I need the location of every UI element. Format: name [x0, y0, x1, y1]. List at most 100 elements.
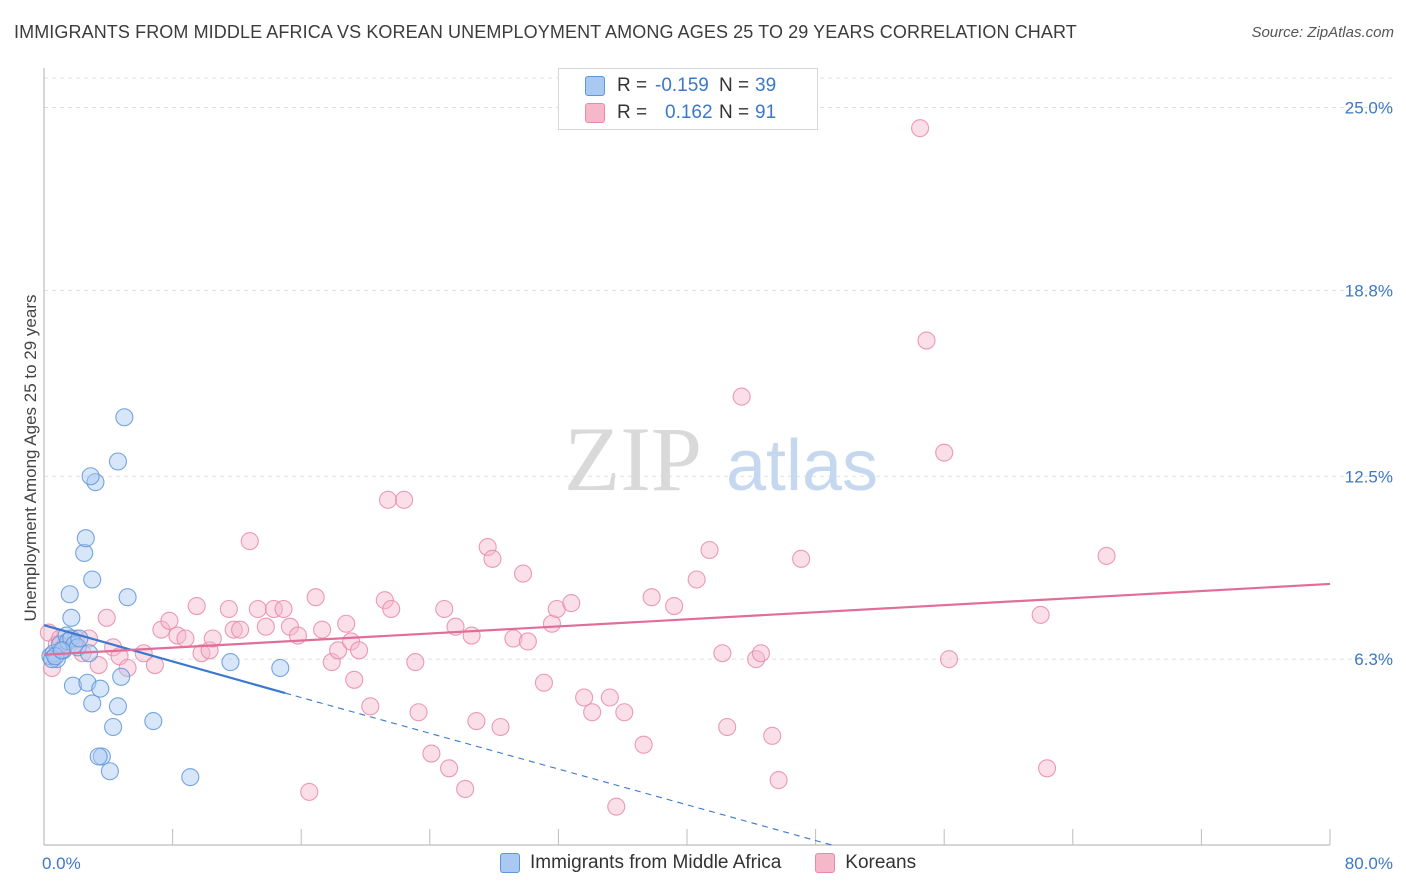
y-tick-label: 12.5%	[1345, 467, 1393, 486]
data-point-korean	[231, 620, 250, 639]
data-point-korean	[219, 599, 238, 619]
data-point-middle-africa	[108, 697, 127, 716]
data-point-korean	[382, 599, 401, 619]
data-point-korean	[1038, 759, 1057, 778]
legend-row-koreans: R = 0.162 N = 91	[585, 100, 776, 126]
data-point-korean	[176, 629, 195, 648]
data-point-korean	[607, 797, 626, 816]
axes	[43, 68, 1331, 846]
data-point-korean	[665, 596, 684, 616]
trend-line-middle-africa-extrapolated	[284, 692, 832, 846]
legend-r-value: -0.159	[655, 75, 709, 96]
legend-n-label: N =	[719, 102, 750, 123]
legend-r-value: 0.162	[665, 102, 713, 123]
data-point-korean	[518, 632, 537, 651]
data-point-middle-africa	[89, 747, 108, 766]
data-point-korean	[306, 588, 325, 607]
series-legend-middle-africa[interactable]: Immigrants from Middle Africa	[500, 852, 781, 874]
data-point-korean	[917, 331, 936, 350]
data-point-korean	[322, 653, 341, 672]
data-point-korean	[224, 620, 243, 639]
data-point-korean	[462, 626, 481, 645]
y-tick-label: 25.0%	[1345, 99, 1393, 118]
y-axis-label: Unemployment Among Ages 25 to 29 years	[21, 295, 40, 622]
data-point-middle-africa	[100, 762, 119, 781]
watermark-zip: ZIP	[564, 408, 702, 510]
series-legend-koreans[interactable]: Koreans	[815, 852, 916, 874]
data-point-middle-africa	[81, 467, 100, 486]
series-swatch-blue	[500, 853, 520, 873]
trend-line-middle-africa	[43, 624, 286, 695]
data-point-korean	[642, 588, 661, 607]
y-tick-label: 6.3%	[1354, 650, 1393, 669]
data-point-middle-africa	[62, 608, 81, 627]
data-point-middle-africa	[115, 408, 134, 427]
koreans-points	[39, 119, 1116, 816]
data-point-middle-africa	[83, 694, 102, 713]
data-point-korean	[240, 532, 259, 551]
legend-n-value: 39	[755, 75, 777, 96]
x-tick-label: 80.0%	[1345, 854, 1393, 873]
data-point-korean	[97, 608, 116, 627]
data-point-korean	[395, 490, 414, 509]
legend-n-value: 91	[755, 102, 777, 123]
data-point-korean	[534, 673, 553, 692]
data-point-korean	[600, 688, 619, 707]
correlation-legend: R = -0.159 N = 39 R = 0.162 N = 91	[558, 68, 818, 130]
data-point-korean	[422, 744, 441, 763]
data-point-korean	[467, 712, 486, 731]
x-tick-label: 0.0%	[42, 854, 81, 873]
data-point-korean	[634, 735, 653, 754]
tick-labels: 6.3% 12.5% 18.8% 25.0% 0.0% 80.0%	[42, 99, 1393, 874]
legend-swatch-pink	[585, 103, 605, 123]
data-point-korean	[769, 771, 788, 790]
data-point-korean	[187, 596, 206, 616]
data-point-korean	[300, 782, 319, 801]
data-point-korean	[575, 688, 594, 707]
data-point-korean	[435, 599, 454, 619]
data-point-korean	[911, 119, 930, 138]
trend-line-koreans	[43, 582, 1331, 656]
data-point-korean	[792, 549, 811, 568]
data-point-korean	[456, 779, 475, 799]
data-point-middle-africa	[108, 452, 127, 471]
data-point-korean	[513, 564, 533, 583]
data-point-korean	[483, 549, 502, 568]
data-point-korean	[203, 629, 222, 648]
data-point-korean	[687, 570, 706, 589]
data-point-middle-africa	[91, 679, 110, 698]
series-swatch-pink	[815, 853, 836, 873]
data-point-korean	[118, 658, 137, 678]
legend-r-label: R =	[617, 75, 648, 96]
y-tick-label: 18.8%	[1345, 281, 1393, 300]
data-point-korean	[504, 629, 523, 648]
legend-n-label: N =	[719, 75, 750, 96]
data-point-korean	[345, 670, 364, 689]
legend-r-label: R =	[617, 102, 648, 123]
data-point-middle-africa	[118, 588, 137, 607]
data-point-korean	[583, 703, 602, 722]
data-point-middle-africa	[83, 570, 102, 589]
middle-africa-points	[41, 408, 290, 787]
data-point-korean	[732, 387, 751, 406]
data-point-middle-africa	[181, 768, 200, 787]
data-point-middle-africa	[75, 543, 94, 563]
series-legend: Immigrants from Middle Africa Koreans	[500, 852, 950, 874]
data-point-korean	[313, 620, 332, 639]
series-legend-label: Immigrants from Middle Africa	[530, 852, 782, 873]
data-point-korean	[337, 614, 356, 633]
data-point-korean	[375, 591, 394, 610]
gridlines	[44, 77, 1392, 660]
data-point-korean	[478, 537, 497, 557]
data-point-korean	[562, 594, 581, 613]
legend-swatch-blue	[585, 76, 605, 96]
legend-row-middle-africa: R = -0.159 N = 39	[585, 73, 776, 99]
data-point-middle-africa	[271, 658, 290, 678]
data-point-middle-africa	[52, 641, 71, 660]
data-point-korean	[274, 599, 293, 619]
data-point-middle-africa	[63, 676, 82, 695]
data-point-middle-africa	[112, 667, 131, 686]
data-point-korean	[329, 641, 348, 660]
series-legend-label: Koreans	[845, 852, 917, 873]
